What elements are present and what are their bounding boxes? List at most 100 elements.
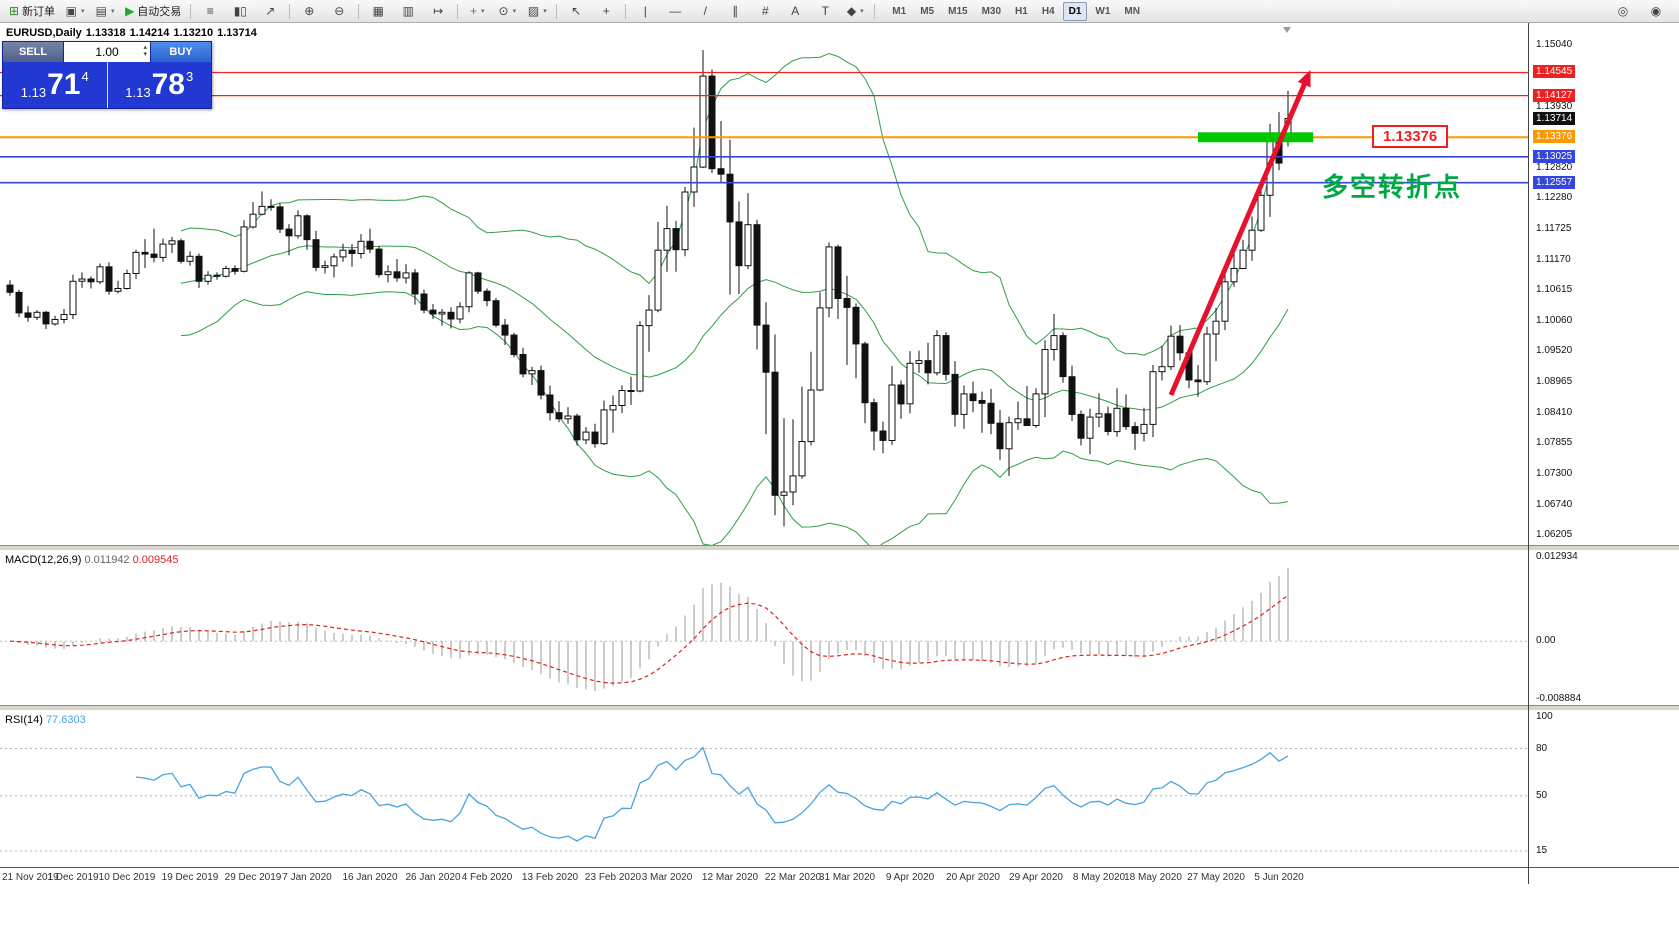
time-axis-label: 20 Apr 2020 bbox=[946, 872, 1000, 883]
candlesticks bbox=[6, 50, 1292, 527]
timeframe-h1[interactable]: H1 bbox=[1015, 5, 1028, 17]
zoom-out-icon[interactable]: ⊖ bbox=[325, 1, 353, 21]
timeframe-m5[interactable]: M5 bbox=[920, 5, 935, 17]
buy-button[interactable]: BUY bbox=[151, 42, 211, 62]
cursor-icon-glyph: ↖ bbox=[571, 4, 582, 18]
indicators-icon-glyph: + bbox=[470, 4, 478, 18]
shapes-icon[interactable]: ◆ ▾ bbox=[841, 1, 869, 21]
arrange-windows-icon[interactable]: ▥ bbox=[394, 1, 422, 21]
trend-arrow[interactable] bbox=[1168, 70, 1311, 396]
price-axis-label: 1.06740 bbox=[1536, 499, 1573, 511]
time-axis-label: 1 Dec 2019 bbox=[47, 872, 99, 883]
timeframe-mn[interactable]: MN bbox=[1124, 5, 1140, 17]
bar-chart-icon[interactable]: ≡ bbox=[196, 1, 224, 21]
toolbar-right-icons: ◎ ◉ bbox=[1608, 1, 1675, 21]
macd-canvas[interactable] bbox=[0, 551, 1528, 705]
timeframe-d1[interactable]: D1 bbox=[1062, 1, 1088, 21]
macd-panel: MACD(12,26,9) 0.011942 0.009545 0.012934… bbox=[0, 551, 1679, 705]
time-axis-label: 9 Apr 2020 bbox=[885, 872, 935, 883]
vertical-line-icon-glyph: | bbox=[643, 4, 647, 18]
chevron-down-icon: ▾ bbox=[481, 8, 485, 15]
volume-down-icon[interactable]: ▾ bbox=[143, 51, 147, 58]
timeframe-group: M1 M5 M15 M30 H1 H4 D1 W1 MN bbox=[885, 1, 1147, 21]
buy-price-big-digits: 78 bbox=[151, 68, 185, 101]
volume-up-icon[interactable]: ▴ bbox=[143, 44, 147, 51]
time-axis-label: 29 Dec 2019 bbox=[224, 872, 282, 883]
timeframe-w1[interactable]: W1 bbox=[1095, 5, 1111, 17]
chart-profiles-icon[interactable]: ▤ ▾ bbox=[91, 1, 119, 21]
tile-windows-icon[interactable]: ▦ bbox=[364, 1, 392, 21]
chevron-down-icon: ▾ bbox=[110, 8, 115, 15]
notifications-icon[interactable]: ◉ bbox=[1642, 1, 1670, 21]
highlight-bar[interactable] bbox=[1198, 132, 1314, 143]
horizontal-line-icon[interactable]: — bbox=[661, 1, 689, 21]
crosshair-icon[interactable]: + bbox=[592, 1, 620, 21]
fibonacci-icon-glyph: # bbox=[761, 4, 769, 18]
autotrading-button[interactable]: ▶ 自动交易 bbox=[121, 1, 185, 21]
rsi-axis-label: 50 bbox=[1536, 789, 1548, 801]
indicators-icon[interactable]: + ▾ bbox=[463, 1, 491, 21]
toolbar-separator bbox=[358, 3, 360, 19]
sell-price-prefix: 1.13 bbox=[20, 85, 47, 100]
rsi-axis-label: 100 bbox=[1536, 711, 1553, 722]
templates-icon-glyph: ▨ bbox=[527, 4, 540, 18]
zoom-in-icon-glyph: ⊕ bbox=[304, 4, 315, 18]
volume-stepper[interactable]: ▴ ▾ bbox=[143, 44, 147, 58]
candlestick-chart-icon[interactable]: ▮▯ bbox=[226, 1, 254, 21]
cursor-icon[interactable]: ↖ bbox=[562, 1, 590, 21]
templates-icon[interactable]: ▨ ▾ bbox=[523, 1, 551, 21]
price-axis-label: 1.11170 bbox=[1536, 253, 1571, 265]
autotrading-button-label: 自动交易 bbox=[137, 6, 182, 18]
price-axis-label: 1.12280 bbox=[1536, 192, 1573, 204]
time-axis-label: 16 Jan 2020 bbox=[342, 872, 398, 883]
toolbar-separator bbox=[625, 3, 627, 19]
time-axis-label: 29 Apr 2020 bbox=[1009, 872, 1063, 883]
toolbar-separator bbox=[556, 3, 558, 19]
candlestick-chart-icon-glyph: ▮▯ bbox=[233, 4, 247, 18]
chart-symbol-period: EURUSD,Daily bbox=[6, 27, 82, 39]
time-axis-label: 21 Nov 2019 bbox=[2, 872, 59, 883]
resistance-line-lower-axis-badge: 1.14127 bbox=[1533, 88, 1576, 102]
text-icon[interactable]: A bbox=[781, 1, 809, 21]
time-axis-label: 23 Feb 2020 bbox=[584, 872, 642, 883]
timeframe-m30[interactable]: M30 bbox=[981, 5, 1002, 17]
panel-separator[interactable] bbox=[0, 545, 1679, 551]
toolbar-separator bbox=[190, 3, 192, 19]
search-icon[interactable]: ◎ bbox=[1609, 1, 1637, 21]
pivot-price-annotation[interactable]: 1.13376 bbox=[1372, 125, 1449, 148]
volume-input[interactable]: 1.00 ▴ ▾ bbox=[63, 42, 151, 62]
zoom-in-icon[interactable]: ⊕ bbox=[295, 1, 323, 21]
panel-separator[interactable] bbox=[0, 705, 1679, 711]
trendline-icon[interactable]: / bbox=[691, 1, 719, 21]
periods-icon[interactable]: ⊙ ▾ bbox=[493, 1, 521, 21]
timeframe-m15[interactable]: M15 bbox=[948, 5, 968, 17]
rsi-axis-label: 15 bbox=[1536, 845, 1548, 856]
text-label-icon[interactable]: T bbox=[811, 1, 839, 21]
price-scale-divider bbox=[1528, 23, 1529, 884]
turning-point-note[interactable]: 多空转折点 bbox=[1322, 172, 1463, 202]
fibonacci-icon[interactable]: # bbox=[751, 1, 779, 21]
time-axis-label: 5 Jun 2020 bbox=[1254, 872, 1304, 883]
new-order-button[interactable]: ⊞ 新订单 bbox=[5, 1, 59, 21]
sell-button[interactable]: SELL bbox=[3, 42, 63, 62]
resistance-line-upper-axis-badge: 1.14545 bbox=[1533, 65, 1576, 79]
price-axis-label: 1.08965 bbox=[1536, 375, 1573, 387]
line-chart-icon[interactable]: ↗ bbox=[256, 1, 284, 21]
price-chart-canvas[interactable] bbox=[0, 23, 1528, 545]
time-axis-label: 22 Mar 2020 bbox=[764, 872, 822, 883]
macd-signal-value: 0.009545 bbox=[132, 554, 179, 566]
timeframe-h4[interactable]: H4 bbox=[1041, 5, 1055, 17]
line-chart-icon-glyph: ↗ bbox=[265, 4, 276, 18]
horizontal-line-icon-glyph: — bbox=[669, 4, 682, 18]
channel-icon[interactable]: ∥ bbox=[721, 1, 749, 21]
rsi-canvas[interactable] bbox=[0, 711, 1528, 867]
timeframe-m1[interactable]: M1 bbox=[892, 5, 907, 17]
time-axis-label: 12 Mar 2020 bbox=[701, 872, 759, 883]
time-axis[interactable]: 21 Nov 2019 1 Dec 2019 10 Dec 2019 19 Dec 2… bbox=[0, 867, 1679, 888]
autotrading-glyph: ▶ bbox=[125, 4, 135, 18]
vertical-line-icon[interactable]: | bbox=[631, 1, 659, 21]
chart-shift-icon[interactable]: ↦ bbox=[424, 1, 452, 21]
price-axis-label: 1.10615 bbox=[1536, 284, 1573, 296]
new-chart-icon[interactable]: ▣ ▾ bbox=[61, 1, 89, 21]
